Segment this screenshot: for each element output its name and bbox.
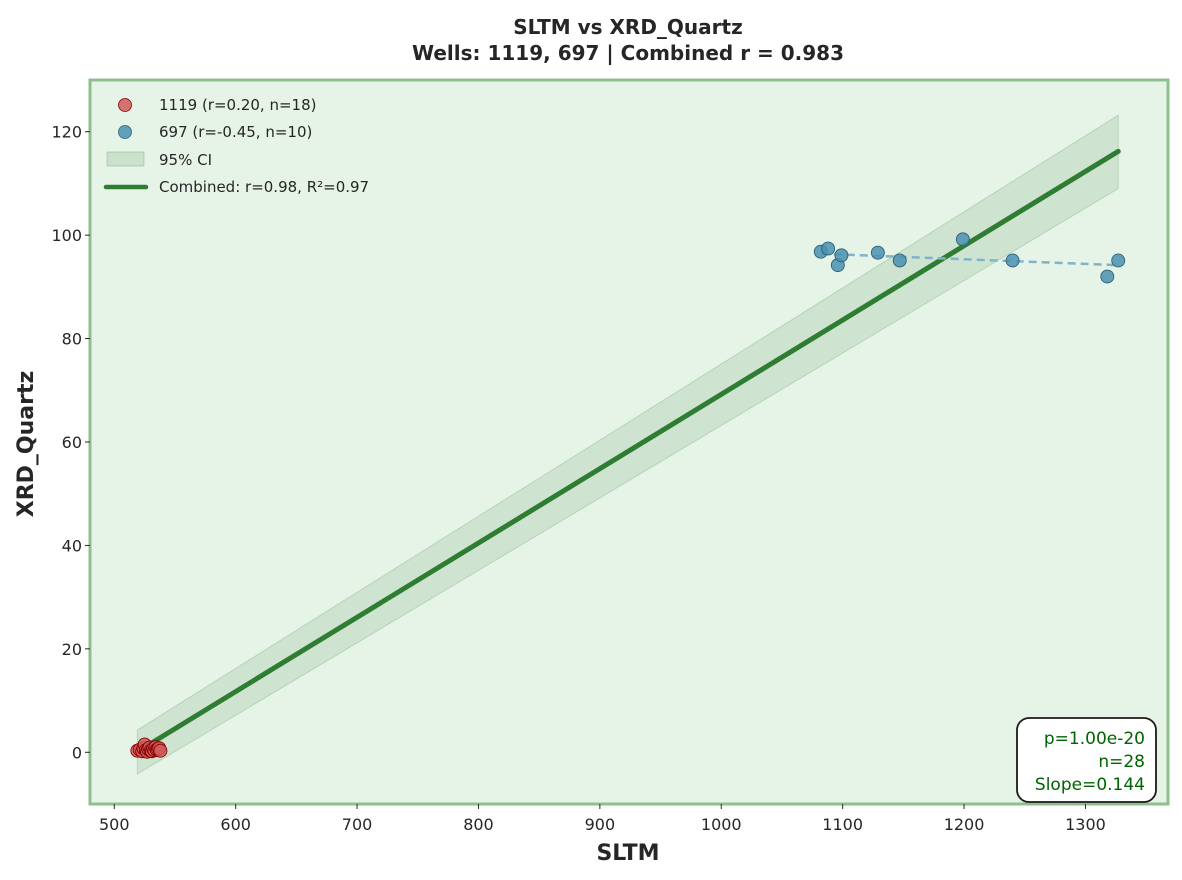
ci-band-layer bbox=[136, 114, 1119, 775]
legend: 1119 (r=0.20, n=18) 697 (r=-0.45, n=10) … bbox=[103, 96, 369, 196]
x-tick-label: 800 bbox=[463, 815, 494, 834]
data-point-697-4 bbox=[870, 245, 885, 260]
x-tick-label: 1000 bbox=[701, 815, 742, 834]
chart-title: SLTM vs XRD_Quartz bbox=[513, 15, 742, 39]
points-layer bbox=[130, 232, 1126, 759]
data-point-1119-17 bbox=[153, 743, 168, 758]
x-tick-label: 900 bbox=[585, 815, 616, 834]
stats-n: n=28 bbox=[1098, 752, 1145, 772]
legend-label-1119: 1119 (r=0.20, n=18) bbox=[159, 96, 316, 114]
y-tick-label: 20 bbox=[62, 640, 82, 659]
data-point-697-1 bbox=[821, 241, 836, 256]
plot-area bbox=[90, 80, 1168, 804]
legend-label-ci: 95% CI bbox=[159, 151, 212, 169]
chart-subtitle: Wells: 1119, 697 | Combined r = 0.983 bbox=[412, 41, 844, 65]
x-axis-label: SLTM bbox=[596, 841, 659, 866]
legend-marker-1119 bbox=[118, 98, 132, 112]
x-tick-label: 1300 bbox=[1065, 815, 1106, 834]
x-tick-label: 600 bbox=[220, 815, 251, 834]
stats-box: p=1.00e-20 n=28 Slope=0.144 bbox=[1016, 717, 1157, 803]
y-tick-label: 120 bbox=[51, 123, 82, 142]
trend-line-697 bbox=[820, 252, 1119, 267]
y-axis-ticks: 0 20 40 60 80 100 120 bbox=[51, 123, 90, 762]
data-point-697-7 bbox=[1005, 253, 1020, 268]
ci-band bbox=[136, 114, 1119, 775]
data-point-697-8 bbox=[1100, 269, 1115, 284]
legend-label-697: 697 (r=-0.45, n=10) bbox=[159, 123, 312, 141]
trend-line-layer bbox=[820, 252, 1119, 267]
legend-label-fit: Combined: r=0.98, R²=0.97 bbox=[159, 178, 369, 196]
y-axis-label: XRD_Quartz bbox=[14, 371, 39, 518]
y-tick-label: 80 bbox=[62, 330, 82, 349]
x-tick-label: 500 bbox=[99, 815, 130, 834]
y-tick-label: 40 bbox=[62, 536, 82, 555]
combined-fit-line bbox=[134, 148, 1121, 755]
data-point-697-5 bbox=[892, 253, 907, 268]
x-tick-label: 1200 bbox=[944, 815, 985, 834]
stats-p-value: p=1.00e-20 bbox=[1044, 729, 1145, 749]
x-tick-label: 1100 bbox=[822, 815, 863, 834]
x-tick-label: 700 bbox=[342, 815, 373, 834]
stats-box-frame bbox=[1016, 717, 1157, 803]
y-tick-label: 100 bbox=[51, 226, 82, 245]
fit-line-layer bbox=[134, 148, 1121, 755]
data-point-697-3 bbox=[834, 248, 849, 263]
legend-marker-697 bbox=[118, 125, 132, 139]
legend-swatch-ci bbox=[106, 151, 145, 167]
y-tick-label: 60 bbox=[62, 433, 82, 452]
x-axis-ticks: 500 600 700 800 900 1000 1100 1200 1300 bbox=[99, 804, 1106, 834]
data-point-697-6 bbox=[955, 232, 970, 247]
data-point-697-9 bbox=[1111, 253, 1126, 268]
stats-slope: Slope=0.144 bbox=[1035, 775, 1145, 795]
y-tick-label: 0 bbox=[72, 743, 82, 762]
